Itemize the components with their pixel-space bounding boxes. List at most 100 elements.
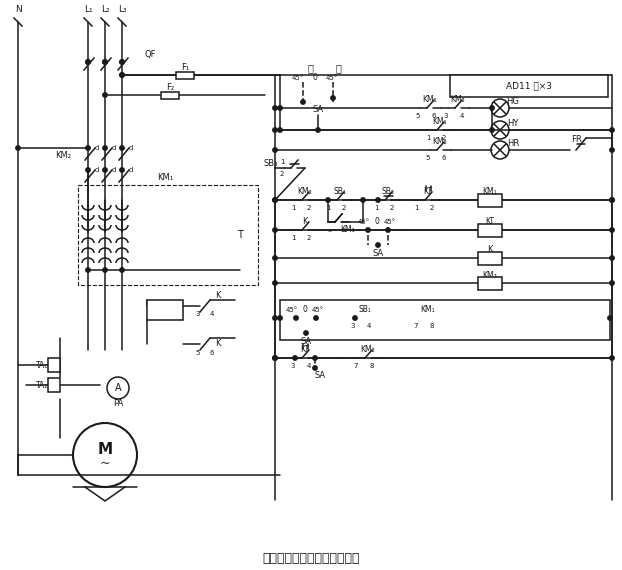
Circle shape	[610, 198, 614, 202]
Circle shape	[490, 106, 494, 110]
Text: 3: 3	[443, 113, 448, 119]
Circle shape	[273, 198, 277, 202]
Text: SA: SA	[315, 370, 325, 380]
Text: KM₁: KM₁	[341, 226, 355, 234]
Text: F₁: F₁	[181, 63, 189, 71]
Circle shape	[376, 198, 380, 202]
Bar	[48, 358, 60, 372]
Circle shape	[273, 316, 277, 320]
Text: KM₁: KM₁	[423, 96, 437, 104]
Circle shape	[273, 256, 277, 260]
Circle shape	[490, 128, 494, 132]
Circle shape	[120, 60, 124, 64]
Circle shape	[120, 73, 124, 77]
Text: KM₂: KM₂	[297, 188, 312, 197]
Text: N: N	[15, 6, 21, 14]
Circle shape	[366, 228, 370, 232]
Circle shape	[273, 106, 277, 110]
Text: 2: 2	[442, 135, 446, 141]
Text: 0: 0	[374, 218, 379, 226]
Circle shape	[326, 198, 330, 202]
Text: 立式磨床控制电路的改进电路: 立式磨床控制电路的改进电路	[262, 552, 360, 564]
Circle shape	[294, 316, 298, 320]
Circle shape	[273, 356, 277, 360]
Text: 45°: 45°	[286, 307, 298, 313]
Circle shape	[610, 148, 614, 152]
Text: KT: KT	[424, 188, 432, 197]
Text: KM₂: KM₂	[433, 137, 447, 146]
Text: SB₁: SB₁	[358, 306, 371, 315]
Text: 5: 5	[426, 155, 430, 161]
Text: 2: 2	[280, 171, 284, 177]
Text: 45°: 45°	[384, 219, 396, 225]
Circle shape	[120, 73, 124, 77]
Circle shape	[610, 128, 614, 132]
Text: 4: 4	[367, 323, 371, 329]
Circle shape	[120, 146, 124, 150]
Bar	[78, 185, 258, 285]
Circle shape	[608, 316, 612, 320]
Circle shape	[86, 268, 90, 272]
Text: 右: 右	[335, 63, 341, 73]
Text: 1: 1	[326, 205, 330, 211]
Bar	[478, 251, 502, 264]
Text: K: K	[302, 218, 308, 226]
Text: K: K	[215, 291, 221, 299]
Text: KM₂: KM₂	[483, 271, 498, 279]
Text: SA: SA	[373, 250, 384, 259]
Text: 3: 3	[290, 363, 295, 369]
Text: 左: 左	[307, 63, 313, 73]
Text: 1: 1	[290, 235, 295, 241]
Text: KT: KT	[300, 345, 310, 355]
Text: K: K	[215, 339, 221, 348]
Text: u: u	[328, 227, 332, 233]
Text: 45°: 45°	[358, 219, 370, 225]
Circle shape	[610, 256, 614, 260]
Text: 1: 1	[374, 205, 378, 211]
Text: A: A	[114, 383, 121, 393]
Text: 45°: 45°	[326, 75, 338, 81]
Text: FR: FR	[160, 306, 170, 315]
Text: 45°: 45°	[292, 75, 304, 81]
Circle shape	[610, 228, 614, 232]
Circle shape	[278, 128, 282, 132]
Circle shape	[120, 268, 124, 272]
Circle shape	[610, 356, 614, 360]
Text: 4: 4	[210, 311, 214, 317]
Bar	[478, 193, 502, 206]
Circle shape	[610, 198, 614, 202]
Text: d: d	[112, 167, 116, 173]
Circle shape	[314, 316, 318, 320]
Bar	[48, 378, 60, 392]
Text: d: d	[95, 145, 99, 151]
Circle shape	[86, 60, 90, 64]
Text: d: d	[129, 167, 133, 173]
Text: KT: KT	[486, 218, 494, 226]
Circle shape	[103, 146, 107, 150]
Circle shape	[293, 356, 297, 360]
Text: HY: HY	[508, 120, 519, 128]
Circle shape	[353, 316, 357, 320]
Bar	[176, 71, 194, 79]
Circle shape	[376, 243, 380, 247]
Circle shape	[313, 366, 317, 370]
Text: HG: HG	[506, 97, 519, 107]
Text: 2: 2	[342, 227, 346, 233]
Circle shape	[103, 268, 107, 272]
Text: 3: 3	[196, 311, 200, 317]
Circle shape	[86, 168, 90, 172]
Text: KM₁: KM₁	[433, 117, 447, 127]
Text: TA₂: TA₂	[36, 381, 48, 389]
Text: 5: 5	[196, 350, 200, 356]
Text: SA: SA	[312, 105, 323, 115]
Text: TA₁: TA₁	[36, 360, 48, 369]
Text: 2: 2	[307, 235, 311, 241]
Bar	[147, 300, 183, 320]
Text: d: d	[112, 145, 116, 151]
Text: KM₂: KM₂	[450, 96, 465, 104]
Text: FR: FR	[572, 136, 582, 145]
Circle shape	[120, 60, 124, 64]
Circle shape	[86, 60, 90, 64]
Text: 5: 5	[416, 113, 420, 119]
Circle shape	[301, 100, 305, 104]
